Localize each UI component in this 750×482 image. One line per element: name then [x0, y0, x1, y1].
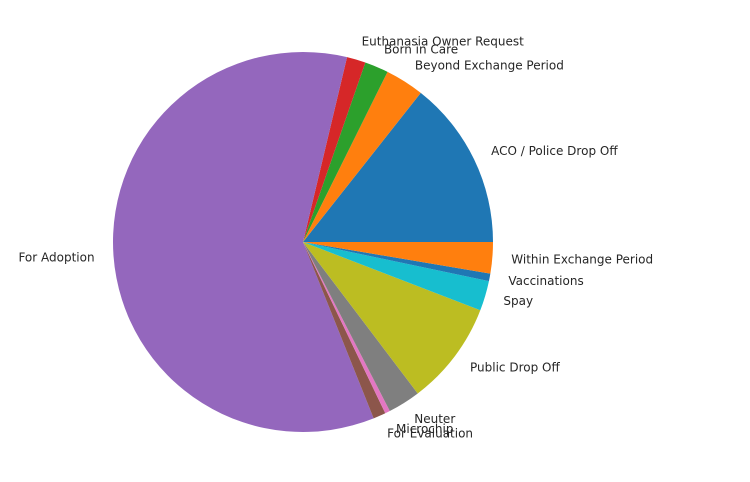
pie-label: Within Exchange Period — [511, 252, 653, 266]
pie-slice-beyond-exchange-period — [303, 71, 421, 242]
pie-label: For Evaluation — [387, 426, 473, 440]
pie-label: Microchip — [396, 422, 453, 436]
pie-slice-spay — [303, 242, 489, 311]
pie-label: Neuter — [414, 412, 455, 426]
pie-slice-public-drop-off — [303, 242, 481, 394]
pie-labels: ACO / Police Drop Off Beyond Exchange Per… — [18, 34, 653, 440]
pie-slice-for-adoption — [113, 52, 374, 433]
pie-label: Vaccinations — [508, 274, 583, 288]
pie-slice-born-in-care — [303, 62, 388, 242]
pie-label: Spay — [503, 294, 533, 308]
pie-label: Born in Care — [384, 42, 458, 56]
pie-slice-neuter — [303, 242, 418, 412]
pie-label: Euthanasia Owner Request — [362, 34, 525, 48]
pie-label: For Adoption — [18, 250, 94, 264]
pie-label: Beyond Exchange Period — [415, 58, 564, 72]
pie-slice-vaccinations — [303, 242, 491, 282]
pie-slice-aco-police-drop-off — [303, 92, 493, 242]
pie-label: Public Drop Off — [470, 361, 560, 375]
pie-slice-within-exchange-period — [303, 242, 493, 274]
pie-label: ACO / Police Drop Off — [491, 144, 618, 158]
pie-slices — [113, 52, 493, 433]
pie-slice-microchip — [303, 242, 390, 414]
pie-slice-for-evaluation — [303, 242, 386, 419]
pie-slice-euthanasia-owner-request — [303, 57, 366, 242]
